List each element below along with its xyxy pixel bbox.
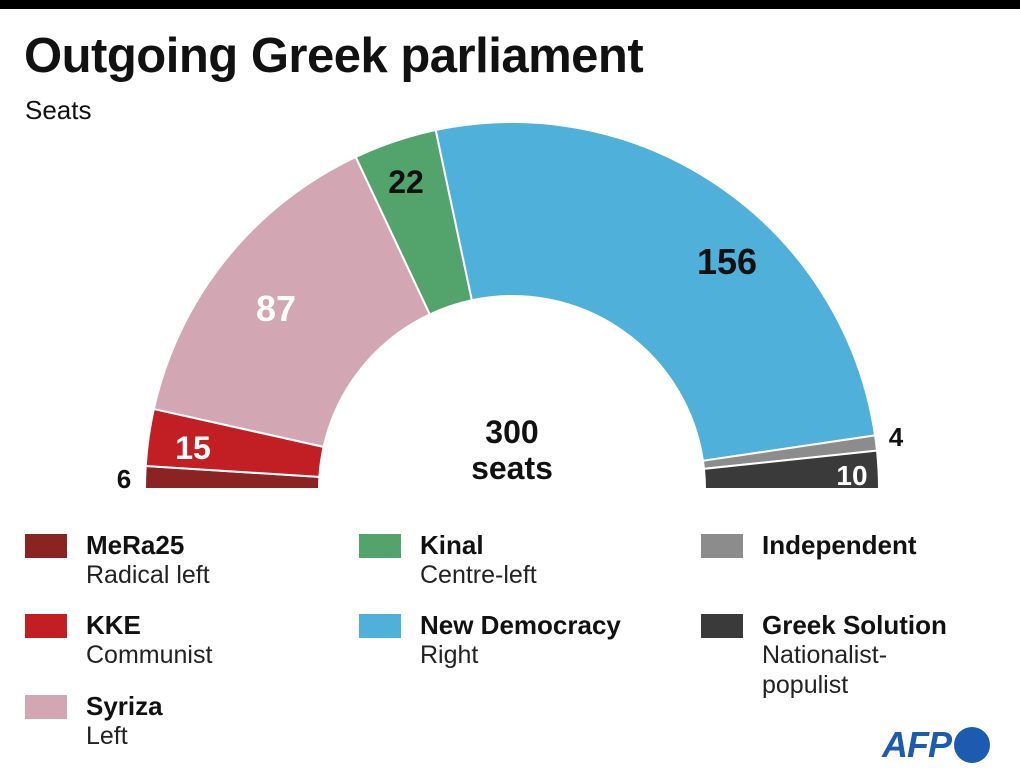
chart-labels: 6 15 87 22 156 4 10 300 seats	[117, 164, 904, 494]
chart-slices	[143, 121, 881, 490]
legend-name: MeRa25	[86, 530, 185, 560]
chart-title: Outgoing Greek parliament	[24, 29, 644, 83]
legend-desc: Nationalist- populist	[762, 641, 888, 699]
legend-swatch	[701, 614, 743, 638]
legend-name: Greek Solution	[762, 610, 947, 640]
legend-swatch	[359, 534, 401, 558]
slice-label-kinal: 22	[388, 164, 424, 200]
legend-item-syriza: Syriza Left	[25, 691, 163, 751]
legend-desc: Communist	[86, 641, 213, 669]
slice-syriza	[152, 155, 432, 449]
legend-swatch	[25, 534, 67, 558]
legend-desc: Right	[420, 641, 479, 669]
legend-swatch	[359, 614, 401, 638]
afp-logo-dot-icon	[954, 727, 990, 763]
afp-logo-text: AFP	[882, 724, 952, 765]
legend-desc: Radical left	[86, 561, 210, 589]
total-seats-label: seats	[471, 450, 553, 486]
legend-item-mera25: MeRa25 Radical left	[25, 530, 210, 590]
slice-label-mera25: 6	[117, 464, 131, 494]
slice-label-new-democracy: 156	[697, 241, 757, 282]
slice-label-syriza: 87	[256, 288, 296, 329]
legend-item-new-democracy: New Democracy Right	[359, 610, 621, 670]
slice-label-greek-solution: 10	[836, 460, 867, 491]
afp-logo: AFP	[882, 724, 990, 766]
legend-name: Independent	[762, 530, 917, 560]
legend-item-greek-solution: Greek Solution Nationalist- populist	[701, 610, 947, 700]
legend-desc: Left	[86, 722, 128, 750]
legend-item-kinal: Kinal Centre-left	[359, 530, 537, 590]
legend-desc: Centre-left	[420, 561, 537, 589]
legend-item-kke: KKE Communist	[25, 610, 212, 670]
slice-greek-solution	[702, 449, 881, 490]
chart-subtitle: Seats	[25, 95, 92, 125]
legend-item-independent: Independent	[701, 530, 917, 560]
slice-label-kke: 15	[175, 430, 211, 466]
legend-swatch	[25, 614, 67, 638]
legend-name: Syriza	[86, 691, 163, 721]
legend-name: KKE	[86, 610, 141, 640]
legend-swatch	[701, 534, 743, 558]
legend-name: Kinal	[420, 530, 484, 560]
total-seats-number: 300	[485, 414, 538, 450]
slice-new-democracy	[434, 121, 877, 462]
slice-label-independent: 4	[889, 422, 904, 452]
legend-swatch	[25, 695, 67, 719]
top-bar	[0, 0, 1020, 9]
parliament-chart: 6 15 87 22 156 4 10 300 seats	[117, 121, 904, 494]
legend-name: New Democracy	[420, 610, 621, 640]
